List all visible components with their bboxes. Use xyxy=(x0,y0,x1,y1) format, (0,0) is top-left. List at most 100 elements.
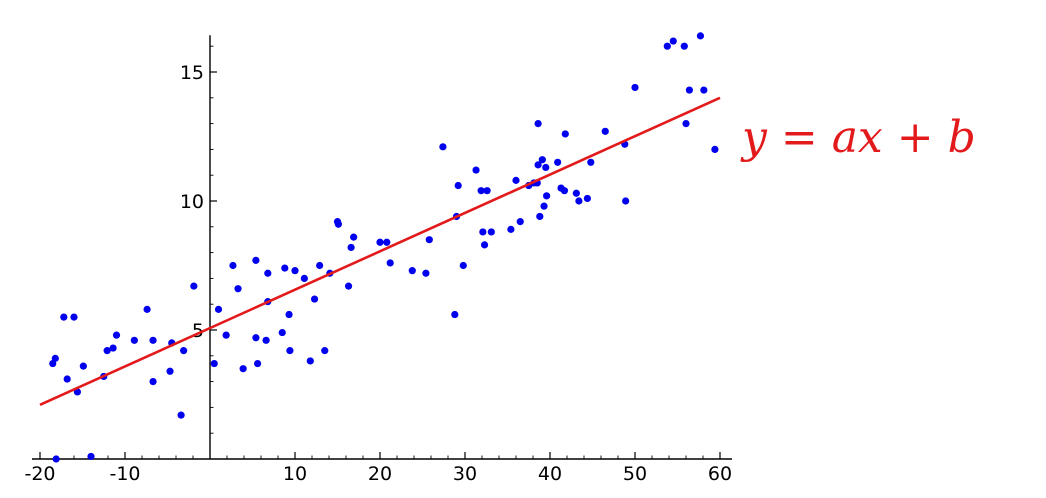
data-point xyxy=(310,295,319,303)
data-point xyxy=(109,344,117,352)
data-point xyxy=(386,259,394,267)
data-point xyxy=(583,194,592,203)
data-point xyxy=(422,269,430,277)
data-point xyxy=(52,455,60,463)
data-point xyxy=(262,336,270,344)
data-point xyxy=(286,347,294,355)
data-point xyxy=(680,42,688,50)
data-point xyxy=(291,267,299,275)
data-point xyxy=(575,197,583,205)
data-point xyxy=(87,452,95,461)
y-tick-label: 10 xyxy=(180,191,204,213)
data-point xyxy=(451,310,459,319)
fit-line-group xyxy=(39,96,721,407)
data-point xyxy=(344,282,353,290)
data-point xyxy=(711,145,719,153)
x-tick-label: -10 xyxy=(109,463,140,485)
data-point xyxy=(177,411,185,419)
data-point xyxy=(321,347,329,355)
fit-line xyxy=(39,96,721,407)
data-point xyxy=(477,187,485,195)
x-tick-label: -20 xyxy=(24,463,55,485)
data-point xyxy=(561,130,569,138)
data-point xyxy=(347,243,355,252)
data-point xyxy=(669,37,677,45)
data-point xyxy=(663,42,671,50)
data-point xyxy=(480,241,489,249)
data-point xyxy=(112,331,121,339)
data-point xyxy=(383,238,391,246)
data-point xyxy=(222,331,230,339)
data-point xyxy=(479,228,487,236)
tick-labels: -20 -10 10 20 30 40 50 60 5 10 15 xyxy=(24,62,732,485)
x-tick-label: 30 xyxy=(453,463,477,485)
data-point xyxy=(234,285,242,293)
data-point xyxy=(700,86,708,94)
data-point xyxy=(180,347,188,355)
data-point xyxy=(149,336,157,344)
axes xyxy=(32,35,732,460)
data-point xyxy=(543,192,551,200)
data-point xyxy=(350,233,358,241)
data-point xyxy=(214,305,223,313)
data-point xyxy=(190,282,198,290)
data-point xyxy=(252,334,260,342)
data-points xyxy=(49,32,719,463)
data-point xyxy=(300,274,308,282)
data-point xyxy=(334,220,342,228)
data-point xyxy=(631,83,639,92)
data-point xyxy=(507,225,515,233)
data-point xyxy=(60,313,68,321)
data-point xyxy=(254,359,262,368)
data-point xyxy=(143,305,151,313)
data-point xyxy=(285,310,293,319)
data-point xyxy=(560,187,569,195)
data-point xyxy=(425,236,433,244)
data-point xyxy=(685,86,694,94)
y-tick-label: 5 xyxy=(192,320,204,342)
data-point xyxy=(51,354,59,362)
data-point xyxy=(512,176,520,184)
data-point xyxy=(540,202,548,210)
data-point xyxy=(408,267,416,275)
data-point xyxy=(103,347,111,355)
data-point xyxy=(542,163,550,172)
data-point xyxy=(587,158,595,166)
data-point xyxy=(454,181,462,190)
data-point xyxy=(516,218,524,226)
x-tick-label: 10 xyxy=(283,463,307,485)
data-point xyxy=(130,336,138,344)
data-point xyxy=(534,161,542,169)
x-tick-label: 40 xyxy=(538,463,562,485)
data-point xyxy=(536,212,544,221)
data-point xyxy=(483,187,491,195)
y-tick-label: 15 xyxy=(180,62,204,84)
data-point xyxy=(70,313,78,321)
data-point xyxy=(554,158,562,166)
data-point xyxy=(682,120,690,128)
data-point xyxy=(572,189,580,197)
data-point xyxy=(149,378,157,386)
data-point xyxy=(252,256,260,264)
data-point xyxy=(459,261,467,270)
data-point xyxy=(166,367,174,375)
equation-annotation: y = ax + b xyxy=(740,112,976,163)
data-point xyxy=(63,375,71,383)
data-point xyxy=(278,328,286,337)
data-point xyxy=(601,127,609,135)
data-point xyxy=(487,228,495,236)
data-point xyxy=(316,261,324,270)
x-tick-label: 20 xyxy=(368,463,392,485)
data-point xyxy=(622,197,630,205)
data-point xyxy=(210,359,218,368)
data-point xyxy=(538,156,546,164)
data-point xyxy=(534,120,542,128)
data-point xyxy=(696,32,705,40)
data-point xyxy=(281,264,289,272)
data-point xyxy=(79,362,87,370)
data-point xyxy=(239,365,247,373)
data-point xyxy=(229,261,237,270)
data-point xyxy=(306,357,314,365)
x-tick-label: 50 xyxy=(623,463,647,485)
